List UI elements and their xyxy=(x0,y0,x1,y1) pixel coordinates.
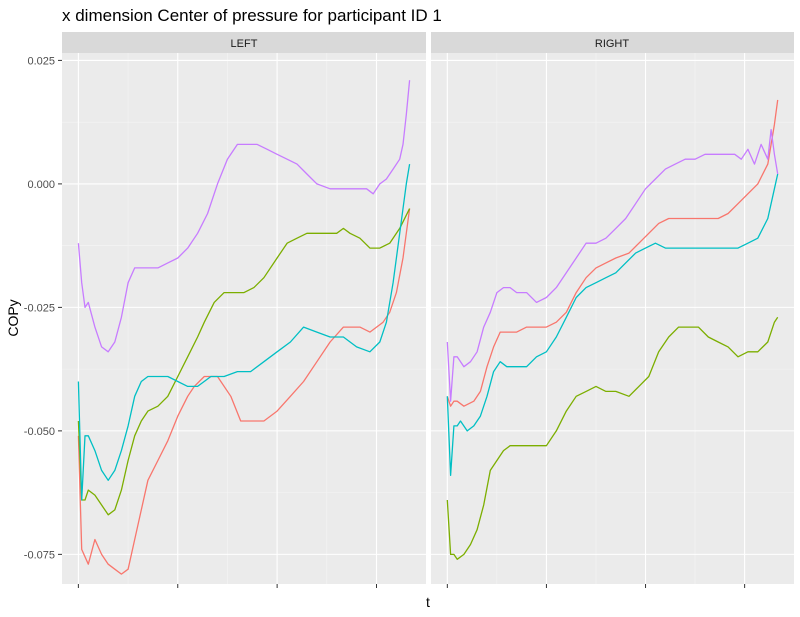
y-axis-title: COPy xyxy=(5,299,21,336)
y-tick-label: 0.000 xyxy=(27,179,55,191)
y-tick-label: 0.025 xyxy=(27,55,55,67)
panel-right-strip xyxy=(431,32,794,53)
y-tick-label: -0.075 xyxy=(24,549,55,561)
series-line xyxy=(77,163,411,501)
y-axis: 0.025 0.000 -0.025 -0.050 -0.075 xyxy=(24,55,62,561)
series-line xyxy=(446,316,779,560)
panel-right-grid xyxy=(431,53,794,584)
panel-right-label: RIGHT xyxy=(595,38,630,50)
x-axis-title: t xyxy=(426,594,430,610)
panel-left-strip xyxy=(62,32,426,53)
chart-title: x dimension Center of pressure for parti… xyxy=(62,6,442,25)
series-line xyxy=(446,173,779,476)
panel-left: LEFT xyxy=(62,32,426,584)
y-tick-label: -0.050 xyxy=(24,426,55,438)
panel-left-label: LEFT xyxy=(231,38,258,50)
series-line xyxy=(77,208,411,516)
panel-right-background xyxy=(431,53,794,584)
series-line xyxy=(446,99,779,407)
panel-left-lines xyxy=(77,80,411,575)
series-line xyxy=(77,80,411,353)
x-axis xyxy=(77,584,746,588)
series-line xyxy=(446,128,779,402)
panel-left-background xyxy=(62,53,426,584)
panel-right: RIGHT xyxy=(431,32,794,584)
y-tick-label: -0.025 xyxy=(24,302,55,314)
panel-left-grid xyxy=(62,53,426,584)
panel-right-lines xyxy=(446,99,779,560)
